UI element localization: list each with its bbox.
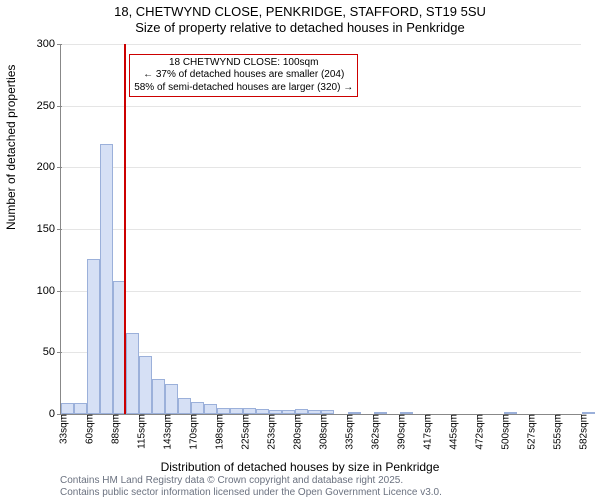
x-tick-label: 417sqm bbox=[416, 414, 433, 450]
plot-area: 05010015020025030033sqm60sqm88sqm115sqm1… bbox=[60, 44, 581, 415]
grid-line bbox=[61, 291, 581, 292]
histogram-bar bbox=[74, 403, 87, 414]
histogram-bar bbox=[204, 404, 217, 414]
y-tick-label: 150 bbox=[37, 223, 61, 235]
footer-line-2: Contains public sector information licen… bbox=[60, 487, 442, 499]
x-tick-label: 555sqm bbox=[547, 414, 564, 450]
x-tick-label: 308sqm bbox=[313, 414, 330, 450]
x-tick-label: 115sqm bbox=[130, 414, 147, 449]
x-tick-label: 143sqm bbox=[157, 414, 174, 450]
footer-line-1: Contains HM Land Registry data © Crown c… bbox=[60, 475, 442, 487]
x-tick-label: 472sqm bbox=[468, 414, 485, 450]
annotation-line: 58% of semi-detached houses are larger (… bbox=[134, 82, 353, 95]
x-tick-label: 225sqm bbox=[234, 414, 251, 450]
grid-line bbox=[61, 229, 581, 230]
x-tick-label: 280sqm bbox=[286, 414, 303, 450]
grid-line bbox=[61, 167, 581, 168]
histogram-bar bbox=[178, 398, 191, 414]
y-tick-label: 50 bbox=[43, 346, 61, 358]
histogram-bar bbox=[152, 379, 165, 414]
x-tick-label: 390sqm bbox=[391, 414, 408, 450]
x-tick-label: 582sqm bbox=[573, 414, 590, 450]
histogram-bar bbox=[87, 259, 100, 414]
y-tick-label: 100 bbox=[37, 285, 61, 297]
x-tick-label: 253sqm bbox=[261, 414, 278, 450]
histogram-bar bbox=[191, 402, 204, 414]
x-tick-label: 170sqm bbox=[182, 414, 199, 450]
y-axis-label: Number of detached properties bbox=[4, 65, 18, 230]
histogram-bar bbox=[139, 356, 152, 414]
title-line-2: Size of property relative to detached ho… bbox=[0, 20, 600, 36]
annotation-line: ← 37% of detached houses are smaller (20… bbox=[134, 69, 353, 82]
annotation-box: 18 CHETWYND CLOSE: 100sqm← 37% of detach… bbox=[129, 54, 358, 98]
histogram-bar bbox=[61, 403, 74, 414]
x-tick-label: 88sqm bbox=[105, 414, 122, 444]
x-tick-label: 500sqm bbox=[495, 414, 512, 450]
y-tick-label: 300 bbox=[37, 38, 61, 50]
y-tick-label: 200 bbox=[37, 161, 61, 173]
x-tick-label: 445sqm bbox=[443, 414, 460, 450]
histogram-bar bbox=[100, 144, 113, 414]
x-tick-label: 335sqm bbox=[339, 414, 356, 450]
marker-line bbox=[124, 44, 126, 414]
grid-line bbox=[61, 106, 581, 107]
x-tick-label: 198sqm bbox=[209, 414, 226, 450]
x-tick-label: 527sqm bbox=[520, 414, 537, 450]
x-axis-label: Distribution of detached houses by size … bbox=[0, 460, 600, 474]
y-tick-label: 250 bbox=[37, 100, 61, 112]
chart-container: 18, CHETWYND CLOSE, PENKRIDGE, STAFFORD,… bbox=[0, 0, 600, 500]
x-tick-label: 33sqm bbox=[53, 414, 70, 444]
annotation-line: 18 CHETWYND CLOSE: 100sqm bbox=[134, 57, 353, 70]
histogram-bar bbox=[126, 333, 139, 414]
title-line-1: 18, CHETWYND CLOSE, PENKRIDGE, STAFFORD,… bbox=[0, 4, 600, 20]
grid-line bbox=[61, 44, 581, 45]
title-block: 18, CHETWYND CLOSE, PENKRIDGE, STAFFORD,… bbox=[0, 0, 600, 37]
x-tick-label: 60sqm bbox=[78, 414, 95, 444]
x-tick-label: 362sqm bbox=[364, 414, 381, 450]
histogram-bar bbox=[165, 384, 178, 414]
footer-attribution: Contains HM Land Registry data © Crown c… bbox=[60, 475, 442, 499]
